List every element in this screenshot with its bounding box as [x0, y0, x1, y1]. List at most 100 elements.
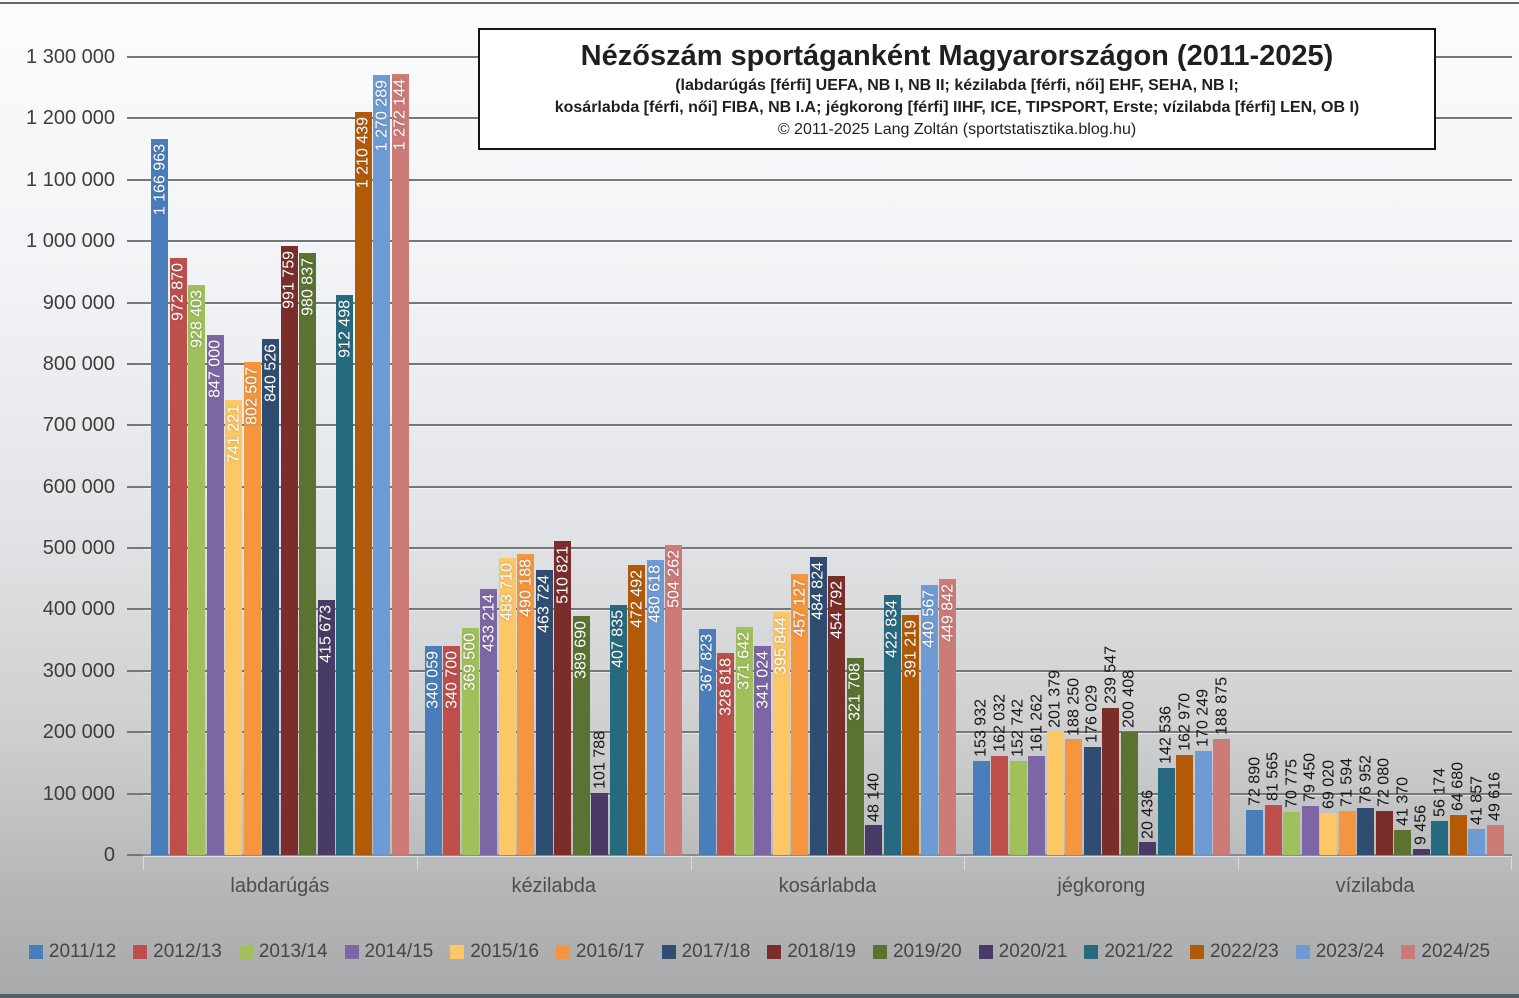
legend-label: 2023/24 — [1315, 941, 1385, 962]
bar-value-label: 200 408 — [1121, 670, 1138, 728]
bar-value-label: 201 379 — [1047, 670, 1064, 728]
category-label-kézilabda: kézilabda — [511, 875, 596, 897]
bar-value-text: 457 127 — [791, 579, 809, 638]
legend-swatch — [555, 945, 570, 959]
bar-value-label: 69 020 — [1320, 760, 1337, 809]
legend-item-2016/17: 2016/17 — [555, 941, 645, 963]
legend-label: 2013/14 — [258, 941, 328, 962]
legend-label: 2014/15 — [364, 941, 434, 962]
category-boundary-tick — [690, 857, 692, 870]
legend-label: 2018/19 — [787, 941, 856, 962]
bar-group-labdarúgás: 1 166 963 972 870 928 403 847 000 741 221 802… — [143, 57, 417, 855]
chart-title-box: Nézőszám sportáganként Magyarországon (2… — [478, 28, 1436, 150]
bar-value-text: 980 837 — [299, 257, 317, 316]
bar-value-label: 328 818 — [717, 658, 734, 716]
y-axis-tick — [127, 854, 143, 856]
bar-kosárlabda-2014/15: 341 024 — [754, 645, 772, 855]
bar-jégkorong-2020/21: 20 436 — [1139, 790, 1157, 855]
y-axis-label: 1 000 000 — [26, 230, 115, 253]
bar-kosárlabda-2013/14: 371 642 — [735, 626, 753, 855]
bar-value-label: 76 952 — [1357, 755, 1374, 804]
bar-labdarúgás-2022/23: 1 210 439 — [354, 111, 372, 855]
bar-value-text: 847 000 — [206, 340, 224, 398]
bar-value-label: 64 680 — [1450, 762, 1467, 811]
x-axis: labdarúgás kézilabda kosárlabda jégkorong ví… — [143, 856, 1512, 914]
bar-value-text: 76 952 — [1357, 754, 1375, 804]
category-boundary-tick — [1238, 857, 1240, 870]
bar-value-label: 1 270 289 — [373, 80, 390, 151]
bar-group-vízilabda: 72 890 81 565 70 775 79 450 69 020 71 594 76 9… — [1238, 57, 1512, 855]
bar-value-text: 391 219 — [902, 619, 920, 678]
bar-kézilabda-2012/13: 340 700 — [443, 645, 461, 855]
bar-groups-layer: 1 166 963 972 870 928 403 847 000 741 221 802… — [143, 57, 1512, 855]
gridline — [143, 485, 1512, 488]
bar-value-label: 371 642 — [736, 632, 753, 690]
legend-swatch — [1295, 945, 1310, 959]
bar-value-text: 1 270 289 — [373, 80, 391, 152]
y-axis-label: 800 000 — [42, 352, 115, 375]
bar-value-text: 433 214 — [480, 594, 498, 652]
bar-value-text: 152 742 — [1009, 699, 1027, 758]
bar-value-text: 407 835 — [609, 609, 627, 668]
chart-title: Nézőszám sportáganként Magyarországon (2… — [580, 40, 1334, 72]
bar-vízilabda-2013/14: 70 775 — [1283, 759, 1301, 855]
bar-labdarúgás-2021/22: 912 498 — [336, 294, 354, 855]
bar-labdarúgás-2020/21: 415 673 — [317, 599, 335, 855]
chart-bottom-border — [0, 994, 1519, 998]
bar-kézilabda-2011/12: 340 059 — [424, 646, 442, 855]
bar-value-label: 389 690 — [573, 621, 590, 679]
bar-value-text: 389 690 — [572, 620, 590, 679]
bar-jégkorong-2012/13: 162 032 — [991, 694, 1009, 855]
bar-jégkorong-2019/20: 200 408 — [1120, 670, 1138, 855]
bar-value-text: 912 498 — [336, 299, 354, 358]
bar-kézilabda-2015/16: 483 710 — [498, 558, 516, 855]
bar-vízilabda-2012/13: 81 565 — [1264, 752, 1282, 855]
bar-value-label: 72 890 — [1246, 757, 1263, 806]
bar-labdarúgás-2013/14: 928 403 — [188, 285, 206, 855]
bar-value-label: 48 140 — [865, 773, 882, 822]
bar-value-label: 480 618 — [647, 565, 664, 623]
bar-value-text: 162 970 — [1176, 693, 1194, 751]
legend-swatch — [238, 945, 253, 959]
bar-kosárlabda-2024/25: 449 842 — [939, 578, 957, 855]
legend-swatch — [450, 945, 465, 959]
bar-vízilabda-2022/23: 64 680 — [1449, 762, 1467, 855]
bar-value-label: 341 024 — [754, 651, 771, 709]
bar-value-text: 101 788 — [591, 730, 609, 789]
bar-value-label: 41 857 — [1468, 776, 1485, 825]
bar-jégkorong-2011/12: 153 932 — [972, 699, 990, 855]
bar-value-text: 72 890 — [1246, 757, 1264, 807]
bar-value-text: 79 450 — [1301, 753, 1319, 803]
bar-value-text: 49 616 — [1486, 771, 1504, 821]
y-axis-label: 400 000 — [42, 598, 115, 621]
bar-value-text: 504 262 — [665, 550, 683, 609]
bar-value-text: 483 710 — [498, 563, 516, 621]
y-axis-label: 0 — [103, 844, 115, 866]
bar-vízilabda-2011/12: 72 890 — [1246, 757, 1264, 855]
bar-group-jégkorong: 153 932 162 032 152 742 161 262 201 379 188 2… — [964, 57, 1238, 855]
bar-kosárlabda-2015/16: 395 844 — [772, 612, 790, 855]
bar-jégkorong-2013/14: 152 742 — [1009, 699, 1027, 855]
bar-value-text: 802 507 — [243, 367, 261, 426]
bar-jégkorong-2022/23: 162 970 — [1176, 693, 1194, 855]
bar-value-text: 176 029 — [1083, 685, 1101, 743]
bar-value-label: 70 775 — [1283, 759, 1300, 808]
bar-value-text: 928 403 — [188, 290, 206, 348]
y-axis-label: 300 000 — [42, 659, 115, 682]
bar-value-text: 188 875 — [1213, 677, 1231, 736]
bar-value-text: 153 932 — [972, 698, 990, 757]
gridline — [143, 669, 1512, 672]
bar-value-text: 81 565 — [1264, 752, 1282, 801]
bar-value-text: 454 792 — [828, 580, 846, 639]
bar-vízilabda-2016/17: 71 594 — [1338, 758, 1356, 855]
bar-value-text: 239 547 — [1102, 646, 1120, 704]
bar-kézilabda-2018/19: 510 821 — [554, 541, 572, 855]
bar-value-label: 9 456 — [1413, 805, 1430, 845]
category-label-vízilabda: vízilabda — [1335, 875, 1415, 897]
bar-value-text: 56 174 — [1431, 767, 1449, 817]
bar-value-text: 340 700 — [443, 650, 461, 709]
chart-subtitle-line1: (labdarúgás [férfi] UEFA, NB I, NB II; k… — [675, 77, 1239, 94]
bar-vízilabda-2024/25: 49 616 — [1486, 772, 1504, 855]
bar-labdarúgás-2017/18: 840 526 — [262, 339, 280, 855]
legend-item-2019/20: 2019/20 — [872, 941, 962, 963]
